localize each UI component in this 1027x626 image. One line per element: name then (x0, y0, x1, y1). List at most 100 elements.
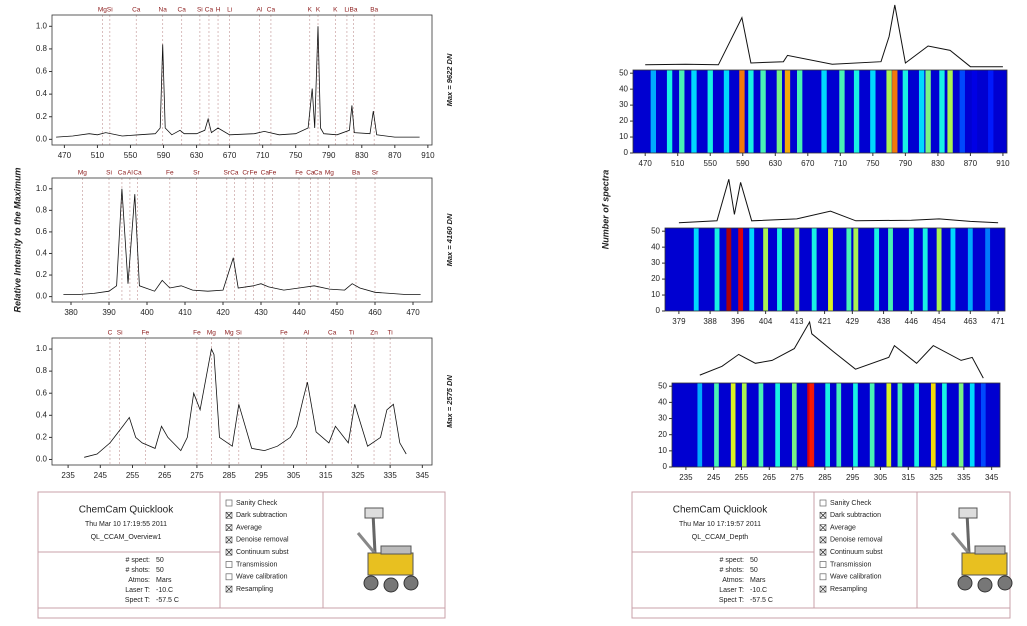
panel-name: QL_CCAM_Depth (692, 534, 749, 541)
param-label: Spect T: (719, 597, 744, 604)
x-tick-label: 295 (846, 473, 860, 482)
y-tick-label: 0.4 (36, 249, 48, 258)
peak-label: Na (159, 7, 168, 14)
y-tick-label: 0.8 (36, 44, 48, 53)
x-tick-label: 420 (216, 308, 230, 317)
heatmap-stripe (988, 70, 994, 153)
heatmap-stripe (797, 70, 803, 153)
checkbox-mark (819, 512, 827, 519)
heatmap-stripe (748, 70, 754, 153)
mean-spectrum (645, 4, 1003, 68)
x-tick-label: 450 (330, 308, 344, 317)
heatmap-stripe (980, 383, 986, 467)
panel-date: Thu Mar 10 17:19:55 2011 (85, 521, 167, 528)
checklist-label: Sanity Check (236, 500, 278, 507)
x-tick-label: 550 (704, 159, 718, 168)
peak-label: Ca (133, 170, 142, 177)
peak-label: Fe (142, 330, 150, 337)
x-tick-label: 413 (790, 317, 804, 326)
heatmap-background (665, 228, 1005, 311)
x-tick-label: 510 (671, 159, 685, 168)
x-tick-label: 255 (126, 471, 140, 480)
x-tick-label: 265 (763, 473, 777, 482)
param-label: # spect: (125, 557, 150, 564)
param-label: Spect T: (125, 597, 150, 604)
panel-name: QL_CCAM_Overview1 (91, 534, 162, 541)
checklist-label: Transmission (236, 561, 277, 568)
x-tick-label: 235 (61, 471, 75, 480)
rover-wheel (403, 575, 419, 591)
heatmap-stripe (958, 383, 964, 467)
x-tick-label: 335 (957, 473, 971, 482)
y-tick-label: 20 (658, 430, 667, 439)
param-label: # shots: (719, 567, 744, 574)
checklist-label: Wave calibration (830, 574, 882, 581)
y-tick-label: 1.0 (36, 184, 48, 193)
y-tick-label: 0.6 (36, 388, 48, 397)
peak-label: Ti (349, 330, 354, 337)
spectrum-line (84, 347, 407, 458)
x-tick-label: 430 (254, 308, 268, 317)
heatmap-background (672, 383, 1000, 467)
heatmap-stripe (693, 228, 699, 311)
checkbox-mark (225, 536, 233, 544)
y-tick-label: 50 (619, 68, 628, 77)
peak-label: Ba (352, 170, 360, 177)
max-label: Max = 2575 DN (445, 375, 454, 428)
rover-wheel (997, 575, 1013, 591)
panel-title: ChemCam Quicklook (79, 505, 174, 516)
heatmap-stripe (691, 70, 697, 153)
x-tick-label: 295 (255, 471, 269, 480)
y-tick-label: 0.8 (36, 205, 48, 214)
x-tick-label: 255 (735, 473, 749, 482)
heatmap-stripe (874, 228, 880, 311)
rover-deck (974, 545, 1006, 555)
heatmap-stripe (869, 383, 875, 467)
heatmap-stripe (959, 70, 965, 153)
param-value: 50 (156, 557, 164, 564)
y-tick-label: 20 (619, 116, 628, 125)
y-tick-label: 40 (658, 397, 667, 406)
param-value: -10.C (750, 587, 767, 594)
param-value: -10.C (156, 587, 173, 594)
x-tick-label: 325 (929, 473, 943, 482)
param-value: 50 (750, 557, 758, 564)
param-value: Mars (156, 577, 172, 584)
heatmap-stripe (950, 228, 956, 311)
heatmap-stripe (918, 70, 925, 153)
x-tick-label: 325 (351, 471, 365, 480)
checkbox-mark (225, 585, 233, 593)
heatmap-stripe (794, 228, 800, 311)
x-tick-label: 471 (991, 317, 1005, 326)
rover-mast (371, 512, 377, 554)
y-tick-label: 30 (619, 100, 628, 109)
peak-label: Cr (242, 170, 250, 177)
heatmap-stripe (763, 228, 769, 311)
param-label: Atmos: (128, 577, 150, 584)
x-tick-label: 460 (368, 308, 382, 317)
heatmap-stripe (853, 70, 860, 153)
checkbox (819, 573, 827, 581)
peak-label: Mg (78, 170, 87, 177)
x-tick-label: 438 (877, 317, 891, 326)
y-tick-label: 40 (619, 84, 628, 93)
param-value: -57.5 C (156, 597, 179, 604)
checklist-label: Resampling (830, 586, 867, 593)
y-tick-label: 0.2 (36, 112, 48, 121)
checklist-label: Continuum subst (236, 549, 289, 556)
mean-spectrum (678, 179, 999, 224)
param-label: Laser T: (125, 587, 150, 594)
checkbox (819, 561, 827, 568)
x-tick-label: 470 (639, 159, 653, 168)
heatmap-stripe (942, 383, 947, 467)
checkbox (819, 499, 827, 507)
peak-label: Fe (166, 170, 174, 177)
heatmap-stripe (846, 228, 852, 311)
heatmap-stripe (714, 228, 720, 311)
heatmap-stripe (776, 70, 783, 153)
heatmap-stripe (853, 228, 859, 311)
peak-label: Al (304, 330, 310, 337)
peak-label: Fe (269, 170, 277, 177)
heatmap-stripe (739, 70, 745, 153)
heatmap-stripe (870, 70, 876, 153)
